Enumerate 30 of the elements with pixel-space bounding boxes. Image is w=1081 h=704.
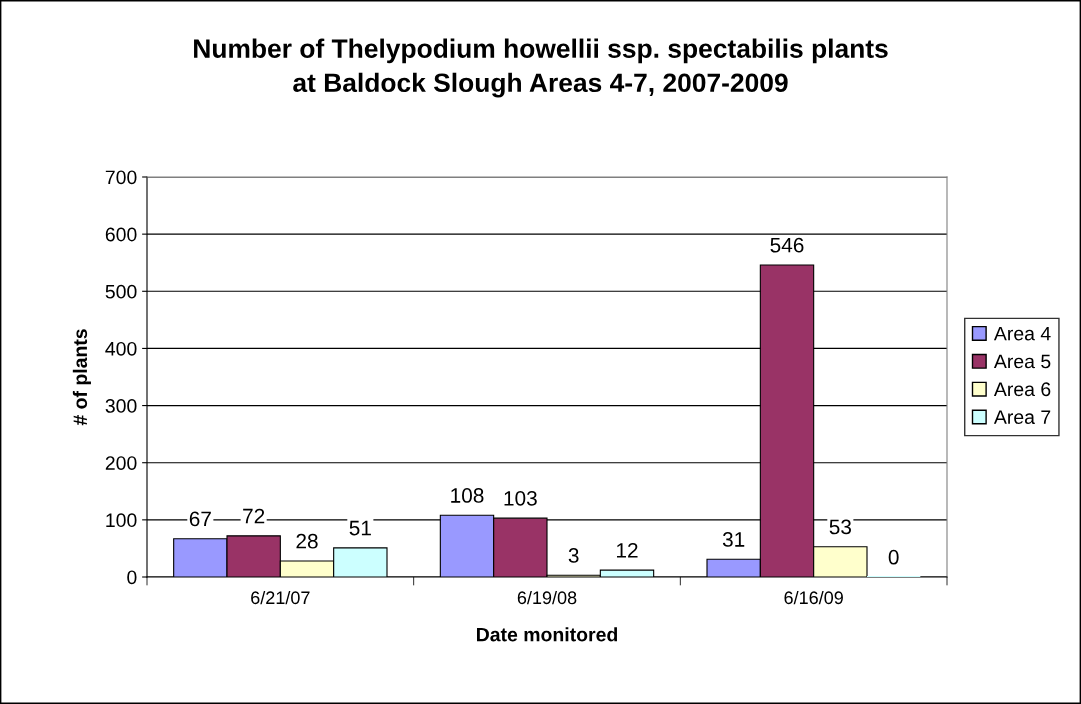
y-tick-label: 500 (105, 284, 137, 299)
y-tick-label: 200 (105, 456, 137, 470)
data-label: 12 (617, 542, 638, 558)
data-label: 103 (504, 490, 537, 506)
data-label: 31 (722, 532, 745, 547)
chart-title: Number of Thelypodium howellii ssp. spectabilis plants at Baldock Slough Areas 4-7, 2007-2009 (194, 38, 888, 98)
legend-label: Area 4 (993, 326, 1051, 341)
data-label: 51 (349, 520, 371, 536)
y-tick-label: 0 (127, 570, 137, 585)
y-tick-label: 100 (106, 513, 137, 528)
y-tick-label: 400 (105, 341, 137, 356)
data-label: 108 (451, 488, 484, 503)
data-label: 3 (568, 548, 579, 563)
data-label: 72 (243, 508, 265, 524)
y-axis-title: # of plants (72, 329, 91, 426)
data-label: 0 (888, 549, 899, 565)
legend-label: Area 6 (993, 382, 1051, 397)
y-tick-label: 700 (105, 170, 137, 185)
data-label: 28 (296, 533, 318, 549)
legend-label: Area 5 (993, 354, 1051, 369)
legend-label: Area 7 (993, 410, 1051, 424)
data-label: 546 (770, 237, 804, 253)
x-tick-label: 6/16/09 (784, 590, 843, 605)
x-tick-label: 6/21/07 (251, 590, 310, 605)
y-tick-label: 300 (105, 399, 137, 413)
data-label: 53 (829, 519, 852, 535)
data-label: 67 (189, 511, 211, 527)
x-axis-title: Date monitored (477, 627, 618, 642)
y-tick-label: 600 (105, 227, 137, 242)
x-tick-label: 6/19/08 (517, 590, 577, 605)
